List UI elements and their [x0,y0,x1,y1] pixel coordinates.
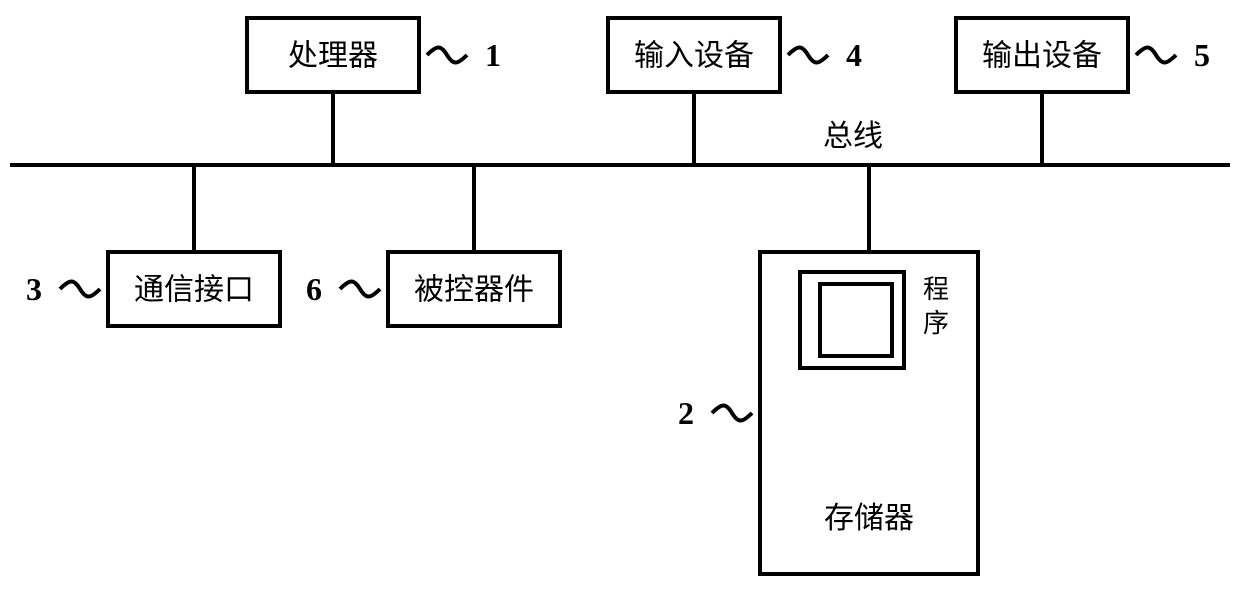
comm-number: 3 [26,271,42,307]
memory-tilde [712,406,752,421]
output-tilde [1136,48,1176,63]
input-number: 4 [846,37,862,73]
controlled-label: 被控器件 [414,274,534,307]
processor-tilde [427,48,467,63]
comm-label: 通信接口 [134,274,254,307]
controlled-number: 6 [306,271,322,307]
memory-program-inner-box [820,284,892,356]
bus-label: 总线 [823,120,883,153]
input-tilde [788,48,828,63]
controlled-tilde [340,282,380,297]
comm-tilde [60,282,100,297]
memory-number: 2 [678,395,694,431]
memory-program-label-2: 序 [923,309,949,338]
output-number: 5 [1194,37,1210,73]
memory-label: 存储器 [824,502,914,535]
processor-label: 处理器 [288,40,378,73]
output-label: 输出设备 [982,40,1102,73]
processor-number: 1 [485,37,501,73]
memory-program-label-1: 程 [923,275,949,304]
bus-block-diagram: 总线 处理器 1 输入设备 4 输出设备 5 通信接口 3 被控器件 6 存储器 2 程序 [0,0,1240,605]
input-label: 输入设备 [634,40,754,73]
